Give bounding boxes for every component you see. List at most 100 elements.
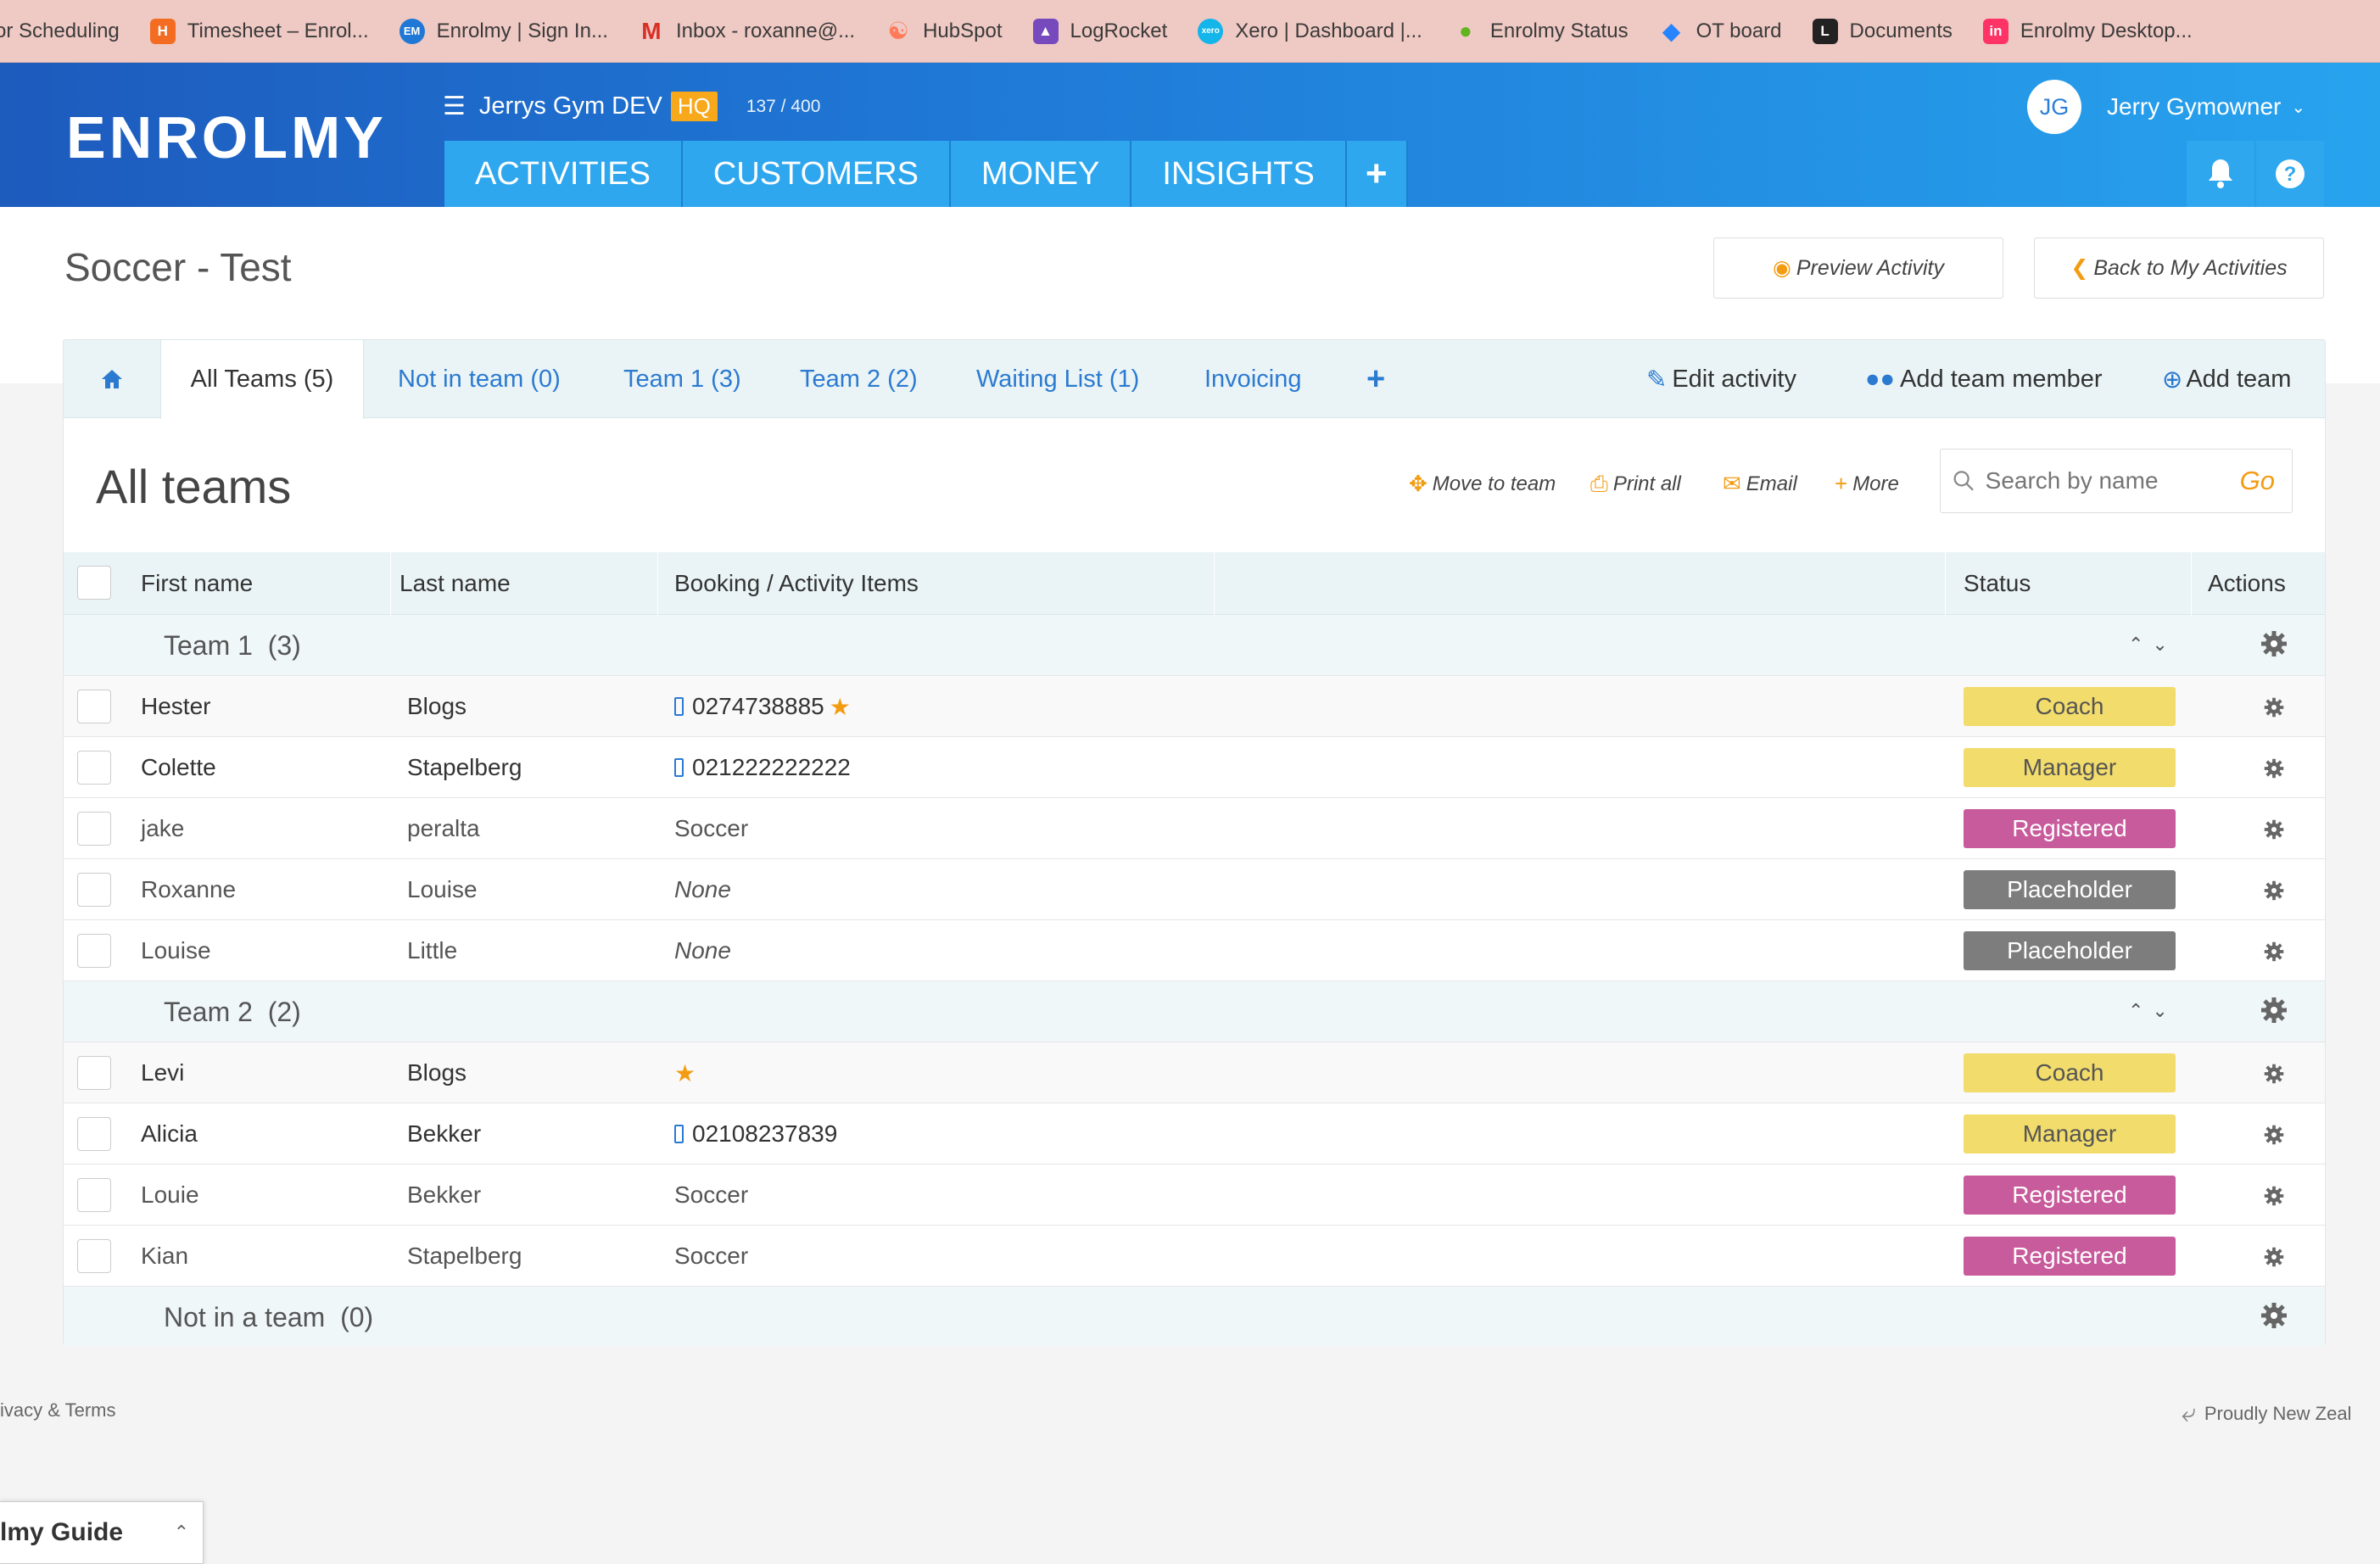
teams-card: All Teams (5) Not in team (0) Team 1 (3)… — [63, 339, 2326, 1346]
group-label: Not in a team (0) — [164, 1301, 374, 1332]
bookmark-timesheet[interactable]: H Timesheet – Enrol... — [149, 18, 369, 44]
row-checkbox[interactable] — [77, 1239, 111, 1273]
row-checkbox[interactable] — [77, 1117, 111, 1151]
chevron-down-icon: ⌄ — [2291, 98, 2306, 117]
search-go-button[interactable]: Go — [2239, 466, 2275, 495]
first-name-cell: Hester — [141, 693, 211, 719]
gear-icon[interactable] — [2264, 696, 2284, 723]
table-row: Roxanne Louise None Placeholder — [64, 859, 2325, 920]
gear-icon[interactable] — [2264, 880, 2284, 907]
nav-add-icon[interactable]: + — [1346, 141, 1408, 207]
row-checkbox[interactable] — [77, 751, 111, 785]
status-badge: Registered — [1964, 1176, 2176, 1215]
tab-invoicing[interactable]: Invoicing — [1204, 365, 1302, 393]
gear-icon[interactable] — [2260, 997, 2288, 1031]
header-booking[interactable]: Booking / Activity Items — [674, 570, 919, 596]
bell-icon[interactable] — [2187, 141, 2254, 207]
tab-waiting-list[interactable]: Waiting List (1) — [976, 365, 1140, 393]
row-checkbox[interactable] — [77, 934, 111, 968]
last-name-cell: peralta — [407, 815, 480, 841]
column-divider — [1214, 552, 1215, 615]
last-name-cell: Blogs — [407, 1059, 467, 1086]
tab-home[interactable] — [64, 340, 160, 418]
row-checkbox[interactable] — [77, 873, 111, 907]
group-row-not-in-team: Not in a team (0) — [64, 1287, 2325, 1346]
last-name-cell: Bekker — [407, 1181, 482, 1208]
row-checkbox[interactable] — [77, 1056, 111, 1090]
xero-icon: xero — [1198, 18, 1224, 44]
more-button[interactable]: + More — [1835, 471, 1899, 496]
account-switcher[interactable]: ☰ Jerrys Gym DEV HQ 137 / 400 — [443, 92, 820, 121]
gear-icon[interactable] — [2264, 1246, 2284, 1273]
enrolmy-logo[interactable]: ENROLMY — [66, 104, 387, 170]
booking-cell: 0274738885 ★ — [674, 676, 851, 737]
star-icon: ★ — [674, 1059, 696, 1086]
bookmark-status[interactable]: ● Enrolmy Status — [1453, 18, 1629, 44]
row-checkbox[interactable] — [77, 1178, 111, 1212]
plus-circle-icon: ⊕ — [2162, 366, 2183, 394]
gear-icon[interactable] — [2260, 630, 2288, 664]
account-count: 137 / 400 — [746, 96, 821, 116]
gear-icon[interactable] — [2264, 757, 2284, 785]
nav-customers[interactable]: CUSTOMERS — [682, 141, 952, 207]
nav-money[interactable]: MONEY — [951, 141, 1132, 207]
sort-arrows-icon[interactable]: ⌃⌄ — [2128, 1000, 2176, 1021]
last-name-cell: Little — [407, 937, 458, 964]
row-checkbox[interactable] — [77, 812, 111, 846]
nav-activities[interactable]: ACTIVITIES — [444, 141, 683, 207]
column-divider — [1945, 552, 1946, 615]
add-tab-icon[interactable]: + — [1366, 360, 1386, 397]
privacy-terms-link[interactable]: ivacy & Terms — [0, 1399, 116, 1421]
move-to-team-button[interactable]: ✥ Move to team — [1409, 471, 1556, 496]
row-checkbox[interactable] — [77, 690, 111, 723]
table-header: First name Last name Booking / Activity … — [64, 552, 2325, 615]
status-badge: Coach — [1964, 1053, 2176, 1092]
header-last-name[interactable]: Last name — [399, 570, 511, 596]
gear-icon[interactable] — [2264, 1063, 2284, 1090]
gear-icon[interactable] — [2260, 1302, 2288, 1336]
tab-all-teams[interactable]: All Teams (5) — [160, 340, 364, 419]
tab-team-2[interactable]: Team 2 (2) — [800, 365, 918, 393]
gear-icon[interactable] — [2264, 818, 2284, 846]
bookmark-enrolmy-desktop[interactable]: in Enrolmy Desktop... — [1982, 18, 2193, 44]
search-input[interactable] — [1985, 467, 2240, 494]
gear-icon[interactable] — [2264, 941, 2284, 968]
back-to-activities-button[interactable]: ❮ Back to My Activities — [2034, 237, 2324, 299]
bookmark-scheduling[interactable]: or Scheduling — [0, 19, 120, 42]
user-menu[interactable]: JG Jerry Gymowner ⌄ — [2027, 80, 2305, 134]
group-label: Team 1 (3) — [164, 629, 301, 661]
nav-insights[interactable]: INSIGHTS — [1131, 141, 1347, 207]
booking-cell: Soccer — [674, 815, 749, 841]
bookmark-xero[interactable]: xero Xero | Dashboard |... — [1198, 18, 1422, 44]
table-row: Louise Little None Placeholder — [64, 920, 2325, 981]
add-team-button[interactable]: ⊕ Add team — [2162, 365, 2292, 394]
header-first-name[interactable]: First name — [141, 570, 254, 596]
app-header: ENROLMY ☰ Jerrys Gym DEV HQ 137 / 400 AC… — [0, 63, 2380, 207]
guide-widget[interactable]: lmy Guide ⌃ — [0, 1501, 204, 1564]
add-team-member-button[interactable]: ●● Add team member — [1865, 365, 2103, 393]
booking-cell: Soccer — [674, 1181, 749, 1208]
gear-icon[interactable] — [2264, 1124, 2284, 1151]
bookmark-ot-board[interactable]: ◆ OT board — [1659, 18, 1782, 44]
edit-activity-button[interactable]: ✎ Edit activity — [1646, 365, 1796, 394]
sort-arrows-icon[interactable]: ⌃⌄ — [2128, 634, 2176, 655]
last-name-cell: Stapelberg — [407, 754, 522, 780]
email-button[interactable]: ✉ Email — [1723, 471, 1797, 496]
bookmark-hubspot[interactable]: ☯ HubSpot — [886, 18, 1003, 44]
first-name-cell: Kian — [141, 1243, 189, 1269]
header-status[interactable]: Status — [1964, 570, 2031, 596]
bookmark-logrocket[interactable]: ▲ LogRocket — [1032, 18, 1167, 44]
preview-activity-button[interactable]: ◉ Preview Activity — [1713, 237, 2003, 299]
tab-team-1[interactable]: Team 1 (3) — [623, 365, 741, 393]
bookmark-enrolmy-signin[interactable]: EM Enrolmy | Sign In... — [399, 18, 608, 44]
gear-icon[interactable] — [2264, 1185, 2284, 1212]
print-all-button[interactable]: ⎙ Print all — [1590, 471, 1681, 496]
last-name-cell: Stapelberg — [407, 1243, 522, 1269]
help-icon[interactable]: ? — [2256, 141, 2324, 207]
main-nav: ACTIVITIES CUSTOMERS MONEY INSIGHTS + — [444, 141, 1408, 207]
bookmark-documents[interactable]: L Documents — [1812, 18, 1953, 44]
select-all-checkbox[interactable] — [77, 566, 111, 600]
bookmark-inbox[interactable]: M Inbox - roxanne@... — [639, 18, 855, 44]
table-row: Kian Stapelberg Soccer Registered — [64, 1226, 2325, 1287]
tab-not-in-team[interactable]: Not in team (0) — [398, 365, 561, 393]
